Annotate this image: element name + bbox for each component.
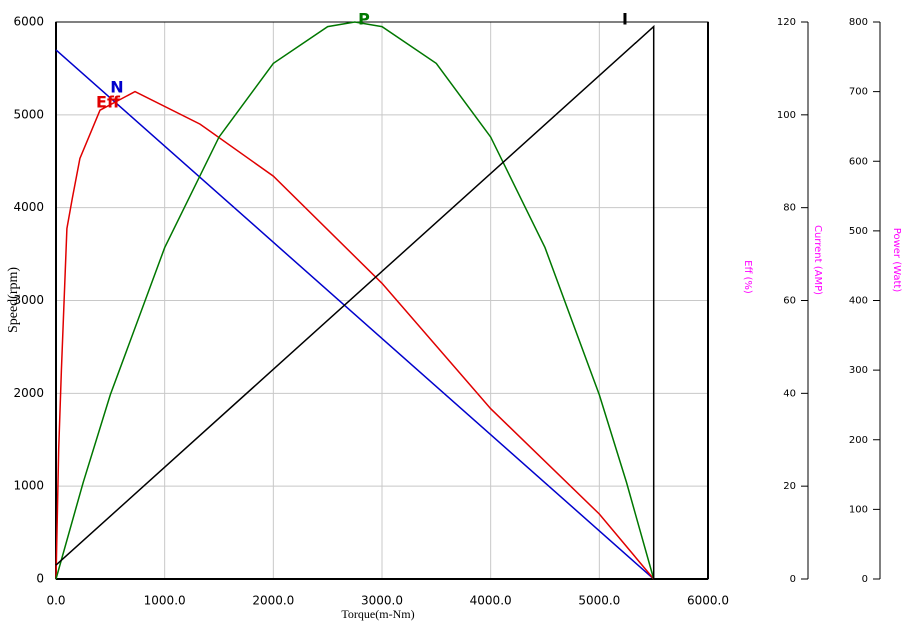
y-tick-label: 2000 (13, 386, 44, 400)
y2-tick-label: 20 (783, 481, 796, 492)
y2-axis-title: Eff (%) (742, 260, 753, 294)
y-axis-title: Speed(rpm) (6, 267, 21, 333)
y3-tick-label: 700 (849, 87, 868, 98)
y2-tick-label: 60 (783, 296, 796, 307)
y2-tick-label: 0 (790, 574, 796, 585)
y-tick-label: 6000 (13, 15, 44, 29)
series-label: P (358, 10, 370, 29)
x-tick-label: 5000.0 (578, 594, 620, 608)
x-tick-label: 0.0 (46, 594, 65, 608)
series-label: Eff (96, 93, 121, 112)
series-line (55, 90, 655, 580)
y3-tick-label: 200 (849, 435, 868, 446)
y-tick-label: 5000 (13, 107, 44, 121)
x-tick-label: 4000.0 (470, 594, 512, 608)
y3-axis-title: Power (Watt) (891, 228, 902, 293)
x-tick-label: 6000.0 (687, 594, 729, 608)
x-axis-title: Torque(m-Nm) (341, 607, 414, 621)
y3-tick-label: 100 (849, 504, 868, 515)
y3-tick-label: 300 (849, 365, 868, 376)
y2-axis-title: Current (AMP) (812, 225, 823, 295)
x-tick-label: 1000.0 (144, 594, 186, 608)
series-line (55, 21, 655, 580)
series-label: N (110, 78, 123, 97)
y2-tick-label: 80 (783, 203, 796, 214)
y3-tick-label: 600 (849, 156, 868, 167)
x-tick-label: 2000.0 (252, 594, 294, 608)
series-label: I (622, 10, 628, 29)
series-line (55, 49, 655, 580)
y-tick-label: 4000 (13, 200, 44, 214)
y-tick-label: 3000 (13, 293, 44, 307)
y2-tick-label: 120 (777, 17, 796, 28)
y3-tick-label: 800 (849, 17, 868, 28)
y-tick-label: 1000 (13, 479, 44, 493)
y3-tick-label: 0 (862, 574, 868, 585)
y3-tick-label: 400 (849, 296, 868, 307)
series-line (55, 24, 655, 579)
y-tick-label: 0 (36, 572, 44, 586)
y2-tick-label: 100 (777, 110, 796, 121)
x-tick-label: 3000.0 (361, 594, 403, 608)
y3-tick-label: 500 (849, 226, 868, 237)
y2-tick-label: 40 (783, 388, 796, 399)
